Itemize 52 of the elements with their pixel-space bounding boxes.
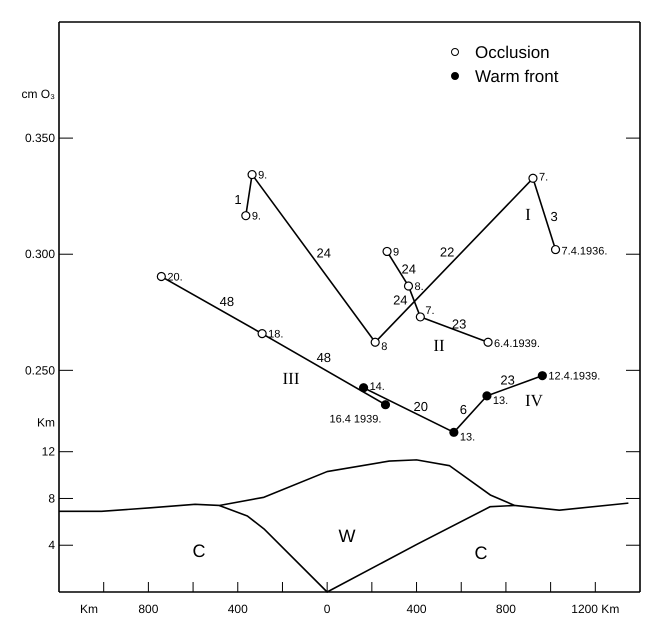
- annotation: W: [338, 526, 356, 546]
- annotation: 23: [452, 316, 466, 332]
- annotation: 48: [316, 350, 332, 366]
- y-tick-label: 0.350: [24, 131, 56, 146]
- y-axis-title: cm O₃: [21, 87, 56, 102]
- y-axis-title: Km: [37, 416, 56, 430]
- annotation: 9: [393, 246, 400, 258]
- annotation: 9.: [252, 210, 261, 223]
- annotation: 16.4 1939.: [329, 414, 382, 426]
- annotation: 20.: [167, 272, 183, 284]
- annotation: 7.4.1936.: [562, 246, 608, 258]
- annotation: 24: [393, 292, 408, 308]
- annotation: 3: [550, 208, 558, 224]
- y-tick-label: 0.300: [24, 247, 56, 262]
- x-tick-label: 400: [406, 602, 427, 616]
- annotation: C: [192, 541, 206, 561]
- x-tick-label: 1200 Km: [571, 602, 620, 616]
- annotation: 9.: [258, 170, 268, 182]
- annotation: 12.4.1939.: [548, 370, 600, 383]
- annotation: III: [282, 369, 300, 388]
- legend-label: Warm front: [475, 67, 559, 86]
- x-tick-label: 800: [496, 602, 516, 616]
- annotation: 24: [316, 245, 331, 260]
- annotation: C: [474, 543, 488, 563]
- annotation: 20: [413, 399, 428, 414]
- annotation: 48: [220, 294, 234, 310]
- y-tick-label: 0.250: [24, 363, 56, 378]
- y-tick-label: 12: [42, 444, 56, 459]
- y-tick-label: 4: [48, 538, 56, 552]
- x-tick-label: 800: [138, 602, 159, 616]
- annotation: 8: [381, 341, 388, 354]
- annotation: 8.: [414, 281, 424, 294]
- annotation: 13.: [460, 431, 476, 444]
- x-axis-title: Km: [80, 602, 98, 616]
- legend-label: Occlusion: [475, 43, 550, 62]
- annotation: 24: [402, 262, 416, 277]
- annotation: II: [433, 336, 445, 355]
- annotation: 23: [500, 372, 515, 388]
- annotation: 18.: [268, 328, 284, 341]
- x-tick-label: 400: [228, 602, 248, 616]
- annotation: I: [525, 205, 532, 224]
- annotation: 1: [234, 192, 242, 208]
- y-tick-label: 8: [48, 491, 56, 506]
- annotation: 6: [460, 402, 468, 417]
- annotation: 13.: [492, 394, 508, 407]
- annotation: 14.: [370, 380, 385, 393]
- annotation: IV: [525, 391, 544, 410]
- annotation: 6.4.1939.: [494, 338, 540, 350]
- annotation: 7.: [425, 304, 435, 317]
- annotation: 7.: [538, 171, 548, 184]
- x-tick-label: 0: [324, 602, 331, 616]
- annotation: 22: [440, 244, 454, 260]
